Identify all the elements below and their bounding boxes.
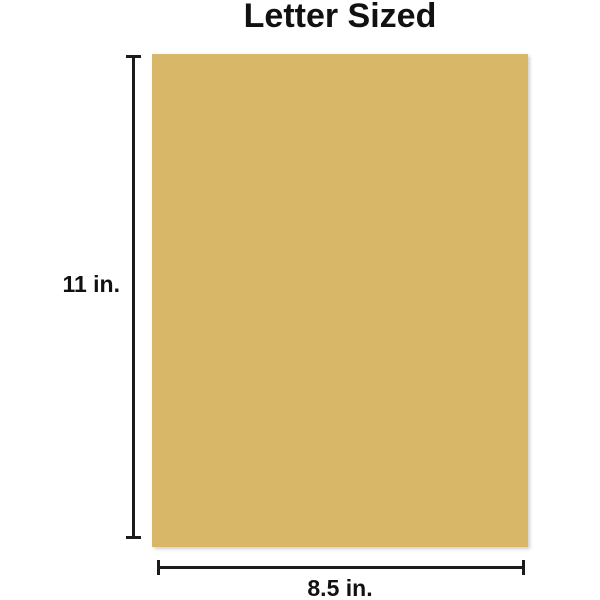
width-label: 8.5 in. — [307, 575, 373, 600]
width-dimension-cap-right — [522, 560, 525, 575]
page-title: Letter Sized — [243, 0, 437, 35]
paper-sheet-swatch — [152, 54, 528, 547]
width-dimension-line — [157, 566, 525, 569]
height-dimension-cap-bottom — [126, 536, 141, 539]
height-dimension-line — [132, 55, 135, 539]
width-dimension-cap-left — [157, 560, 160, 575]
height-dimension-cap-top — [126, 55, 141, 58]
height-label: 11 in. — [62, 271, 120, 297]
